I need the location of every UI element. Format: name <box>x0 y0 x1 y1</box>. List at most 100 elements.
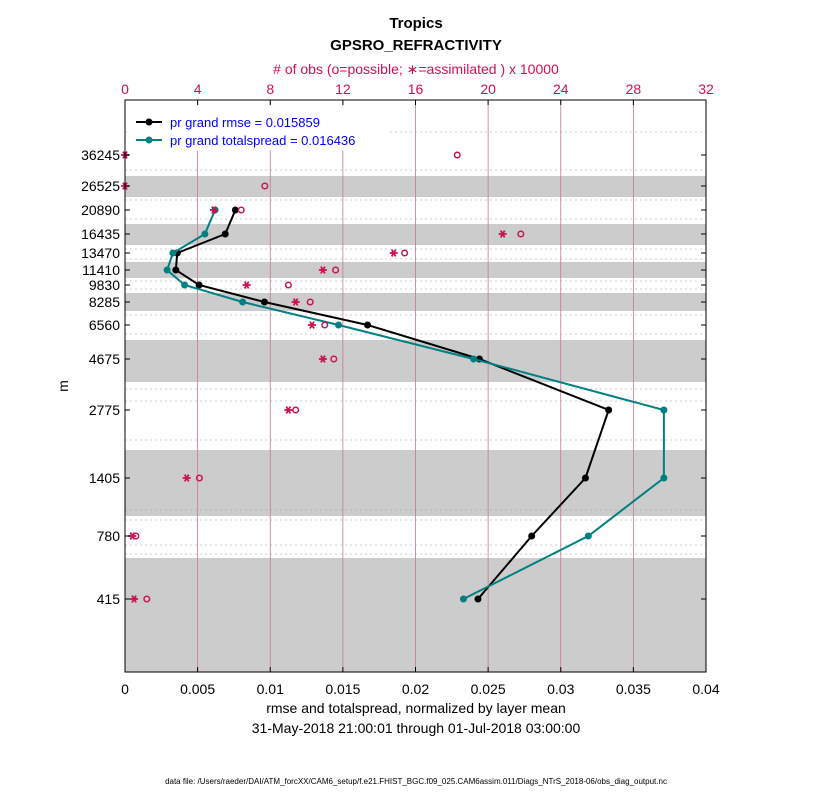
obs-possible-marker-2 <box>237 206 245 214</box>
left-tick-label-9: 4675 <box>89 351 120 367</box>
bottom-tick-label-1: 0.005 <box>180 681 215 697</box>
obs-possible-marker-3 <box>517 230 525 238</box>
series-0-point-3 <box>172 266 180 274</box>
obs-assimilated-marker-10 <box>284 406 293 414</box>
series-line-1 <box>165 209 665 600</box>
bottom-tick-label-0: 0 <box>121 681 129 697</box>
obs-assimilated-stroke-12-2 <box>129 532 136 540</box>
obs-possible-marker-7 <box>306 298 314 306</box>
legend-label-rmse: pr grand rmse = 0.015859 <box>170 115 320 130</box>
series-1-point-10 <box>584 532 592 540</box>
legend: pr grand rmse = 0.015859 pr grand totals… <box>128 105 388 151</box>
obs-assimilated-stroke-4-2 <box>390 249 397 257</box>
obs-assimilated-marker-13 <box>130 595 139 603</box>
obs-assimilated-stroke-9-2 <box>320 355 326 363</box>
left-tick-label-4: 13470 <box>81 245 120 261</box>
chart-title: Tropics <box>389 15 442 32</box>
left-tick-label-2: 20890 <box>81 202 120 218</box>
series-1-point-6 <box>335 321 343 329</box>
series-1-point-3 <box>163 266 171 274</box>
series-0-point-4 <box>195 281 203 289</box>
obs-assimilated-stroke-11-2 <box>183 474 190 482</box>
obs-possible-marker-10 <box>292 406 300 414</box>
obs-assimilated-marker-6 <box>242 281 251 289</box>
left-tick-label-12: 780 <box>97 528 121 544</box>
bottom-tick-label-7: 0.035 <box>616 681 651 697</box>
bottom-tick-label-8: 0.04 <box>692 681 719 697</box>
y-axis-label: m <box>55 380 71 392</box>
bottom-tick-label-5: 0.025 <box>471 681 506 697</box>
obs-assimilated-stroke-3-2 <box>499 230 506 238</box>
series-0-point-0 <box>231 206 239 214</box>
grid-lines <box>125 100 706 672</box>
data-file-footnote: data file: /Users/raeder/DAI/ATM_forcXX/… <box>165 777 667 786</box>
top-axis-label: # of obs (o=possible; ∗=assimilated ) x … <box>273 61 559 77</box>
left-tick-label-1: 26525 <box>81 178 120 194</box>
obs-possible-marker-4 <box>401 249 409 257</box>
obs-assimilated-marker-3 <box>498 230 507 238</box>
series-1-point-8 <box>660 406 668 414</box>
series-0-point-11 <box>474 595 482 603</box>
obs-assimilated-marker-5 <box>318 266 327 274</box>
obs-assimilated-marker-2 <box>209 206 218 214</box>
top-tick-label-3: 12 <box>335 81 351 97</box>
obs-possible-marker-13 <box>143 595 151 603</box>
obs-assimilated-marker-7 <box>291 298 300 306</box>
obs-possible-marker-6 <box>284 281 292 289</box>
obs-assimilated-stroke-5-2 <box>320 266 326 274</box>
top-tick-label-0: 0 <box>121 81 129 97</box>
legend-marker-totalspread <box>145 136 153 144</box>
series-1-point-2 <box>169 249 177 257</box>
series-1-point-7 <box>470 355 478 363</box>
obs-count-markers <box>121 151 525 603</box>
left-tick-label-13: 415 <box>97 591 121 607</box>
bottom-tick-label-6: 0.03 <box>547 681 574 697</box>
series-1-point-9 <box>660 474 668 482</box>
axis-ticks: 0 0.005 0.01 0.015 0.02 0.025 0.03 0.035 0.04 0 4 8… <box>81 81 720 697</box>
obs-assimilated-marker-8 <box>308 321 317 329</box>
obs-assimilated-marker-4 <box>389 249 398 257</box>
top-tick-label-5: 20 <box>480 81 496 97</box>
obs-assimilated-stroke-8-2 <box>309 321 315 329</box>
obs-assimilated-stroke-13-2 <box>131 595 137 603</box>
series-0-point-10 <box>528 532 536 540</box>
series-0-point-1 <box>221 230 229 238</box>
top-tick-label-8: 32 <box>698 81 714 97</box>
obs-possible-marker-8 <box>321 321 329 329</box>
series-0-point-9 <box>581 474 589 482</box>
legend-marker-rmse <box>145 118 153 126</box>
series-1-point-1 <box>201 230 209 238</box>
left-tick-label-10: 2775 <box>89 402 120 418</box>
obs-assimilated-stroke-6-2 <box>243 281 250 289</box>
legend-label-totalspread: pr grand totalspread = 0.016436 <box>170 133 355 148</box>
x-axis-label: rmse and totalspread, normalized by laye… <box>266 700 566 716</box>
left-tick-label-7: 8285 <box>89 294 120 310</box>
obs-possible-marker-11 <box>195 474 203 482</box>
obs-assimilated-marker-9 <box>318 355 327 363</box>
series-1-point-5 <box>239 298 247 306</box>
left-tick-label-11: 1405 <box>89 470 120 486</box>
top-tick-label-4: 16 <box>408 81 424 97</box>
series-0-point-8 <box>605 406 613 414</box>
left-tick-label-8: 6560 <box>89 317 120 333</box>
left-tick-label-5: 11410 <box>82 262 120 278</box>
obs-assimilated-stroke-10-2 <box>285 406 292 414</box>
bottom-tick-label-4: 0.02 <box>402 681 429 697</box>
bottom-tick-label-3: 0.015 <box>325 681 360 697</box>
series-line-0 <box>174 209 610 600</box>
series-1-point-4 <box>181 281 189 289</box>
top-tick-label-7: 28 <box>626 81 642 97</box>
bottom-tick-label-2: 0.01 <box>257 681 284 697</box>
obs-possible-marker-9 <box>330 355 338 363</box>
top-tick-label-6: 24 <box>553 81 569 97</box>
series-0-point-5 <box>260 298 268 306</box>
obs-assimilated-marker-11 <box>182 474 191 482</box>
top-tick-label-2: 8 <box>266 81 274 97</box>
series-1-point-11 <box>459 595 467 603</box>
obs-possible-marker-0 <box>453 151 461 159</box>
series-lines <box>163 206 668 603</box>
obs-assimilated-stroke-7-2 <box>292 298 299 306</box>
obs-assimilated-stroke-2-2 <box>211 206 217 214</box>
